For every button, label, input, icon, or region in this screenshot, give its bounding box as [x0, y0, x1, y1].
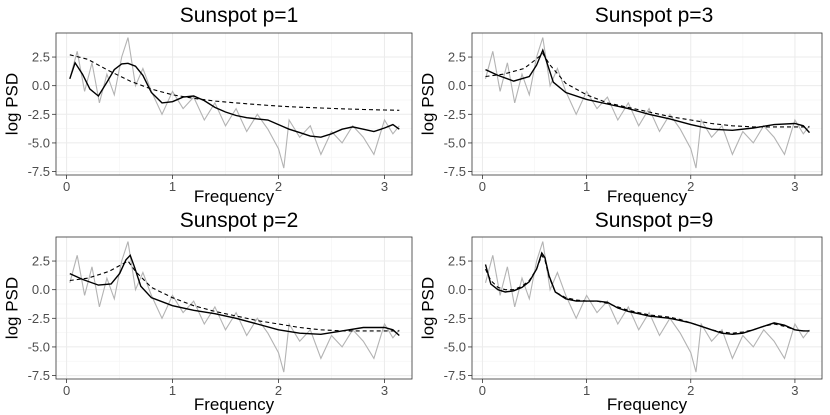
y-axis-title: log PSD [419, 73, 438, 135]
x-tick-label: 0 [479, 383, 486, 398]
panel-border [55, 236, 413, 380]
y-tick-label: -7.5 [28, 368, 50, 383]
panel-border [471, 236, 823, 380]
panel-4: 0 1 2 3 2.5 0.0 -2.5 -5.0 -7.5 Sunspot p=9 Frequen… [419, 209, 823, 414]
x-tick-label: 2 [687, 179, 694, 194]
panel-title: Sunspot p=3 [595, 4, 714, 27]
panel-3: 0 1 2 3 2.5 0.0 -2.5 -5.0 -7.5 Sunspot p=2 Frequen… [3, 209, 413, 414]
panel-1: 0 1 2 3 2.5 0.0 -2.5 -5.0 -7.5 Sunspot p=1 Frequen… [3, 4, 413, 206]
y-axis-title: log PSD [3, 73, 22, 135]
panel-title: Sunspot p=2 [180, 209, 299, 232]
y-tick-label: -2.5 [444, 311, 466, 326]
x-tick-label: 3 [791, 179, 798, 194]
series-periodogram [69, 37, 400, 169]
y-tick-label: -5.0 [444, 339, 466, 354]
x-axis-title: Frequency [194, 395, 275, 414]
y-tick-label: -5.0 [28, 135, 50, 150]
x-axis-title: Frequency [607, 395, 688, 414]
x-tick-label: 0 [63, 179, 70, 194]
x-tick-label: 1 [583, 383, 590, 398]
y-tick-label: 0.0 [32, 282, 50, 297]
series-periodogram [69, 241, 400, 373]
y-tick-label: -7.5 [444, 164, 466, 179]
y-axis-title: log PSD [419, 277, 438, 339]
series-reference [69, 260, 400, 332]
y-tick-label: -2.5 [444, 107, 466, 122]
x-tick-label: 0 [63, 383, 70, 398]
y-tick-label: -5.0 [28, 339, 50, 354]
y-tick-label: -2.5 [28, 311, 50, 326]
panel-title: Sunspot p=9 [595, 209, 714, 232]
y-tick-label: 0.0 [448, 282, 466, 297]
x-tick-label: 2 [687, 383, 694, 398]
y-tick-label: 0.0 [32, 78, 50, 93]
y-tick-label: -5.0 [444, 135, 466, 150]
x-tick-label: 1 [169, 383, 176, 398]
series-fitted [484, 251, 810, 336]
x-axis-title: Frequency [194, 187, 275, 206]
series-reference [485, 254, 810, 334]
y-tick-label: -2.5 [28, 107, 50, 122]
x-tick-label: 2 [275, 179, 282, 194]
series-periodogram [484, 241, 810, 373]
x-tick-label: 3 [791, 383, 798, 398]
y-tick-label: 2.5 [32, 254, 50, 269]
series-reference [485, 52, 810, 128]
x-tick-label: 3 [381, 383, 388, 398]
y-axis-title: log PSD [3, 277, 22, 339]
x-tick-label: 0 [479, 179, 486, 194]
panel-title: Sunspot p=1 [180, 4, 299, 27]
series-reference [69, 54, 400, 111]
x-axis-title: Frequency [607, 187, 688, 206]
panel-border [55, 32, 413, 176]
series-fitted [69, 61, 400, 138]
y-tick-label: 2.5 [448, 50, 466, 65]
panel-border [471, 32, 823, 176]
y-tick-label: 2.5 [32, 50, 50, 65]
y-tick-label: -7.5 [444, 368, 466, 383]
series-periodogram [484, 37, 810, 169]
series-fitted [485, 48, 811, 134]
series-fitted [69, 253, 400, 337]
x-tick-label: 1 [583, 179, 590, 194]
y-tick-label: 2.5 [448, 254, 466, 269]
x-tick-label: 2 [275, 383, 282, 398]
x-tick-label: 1 [169, 179, 176, 194]
panel-2: 0 1 2 3 2.5 0.0 -2.5 -5.0 -7.5 Sunspot p=3 Frequen… [419, 4, 823, 206]
x-tick-label: 3 [381, 179, 388, 194]
y-tick-label: -7.5 [28, 164, 50, 179]
y-tick-label: 0.0 [448, 78, 466, 93]
